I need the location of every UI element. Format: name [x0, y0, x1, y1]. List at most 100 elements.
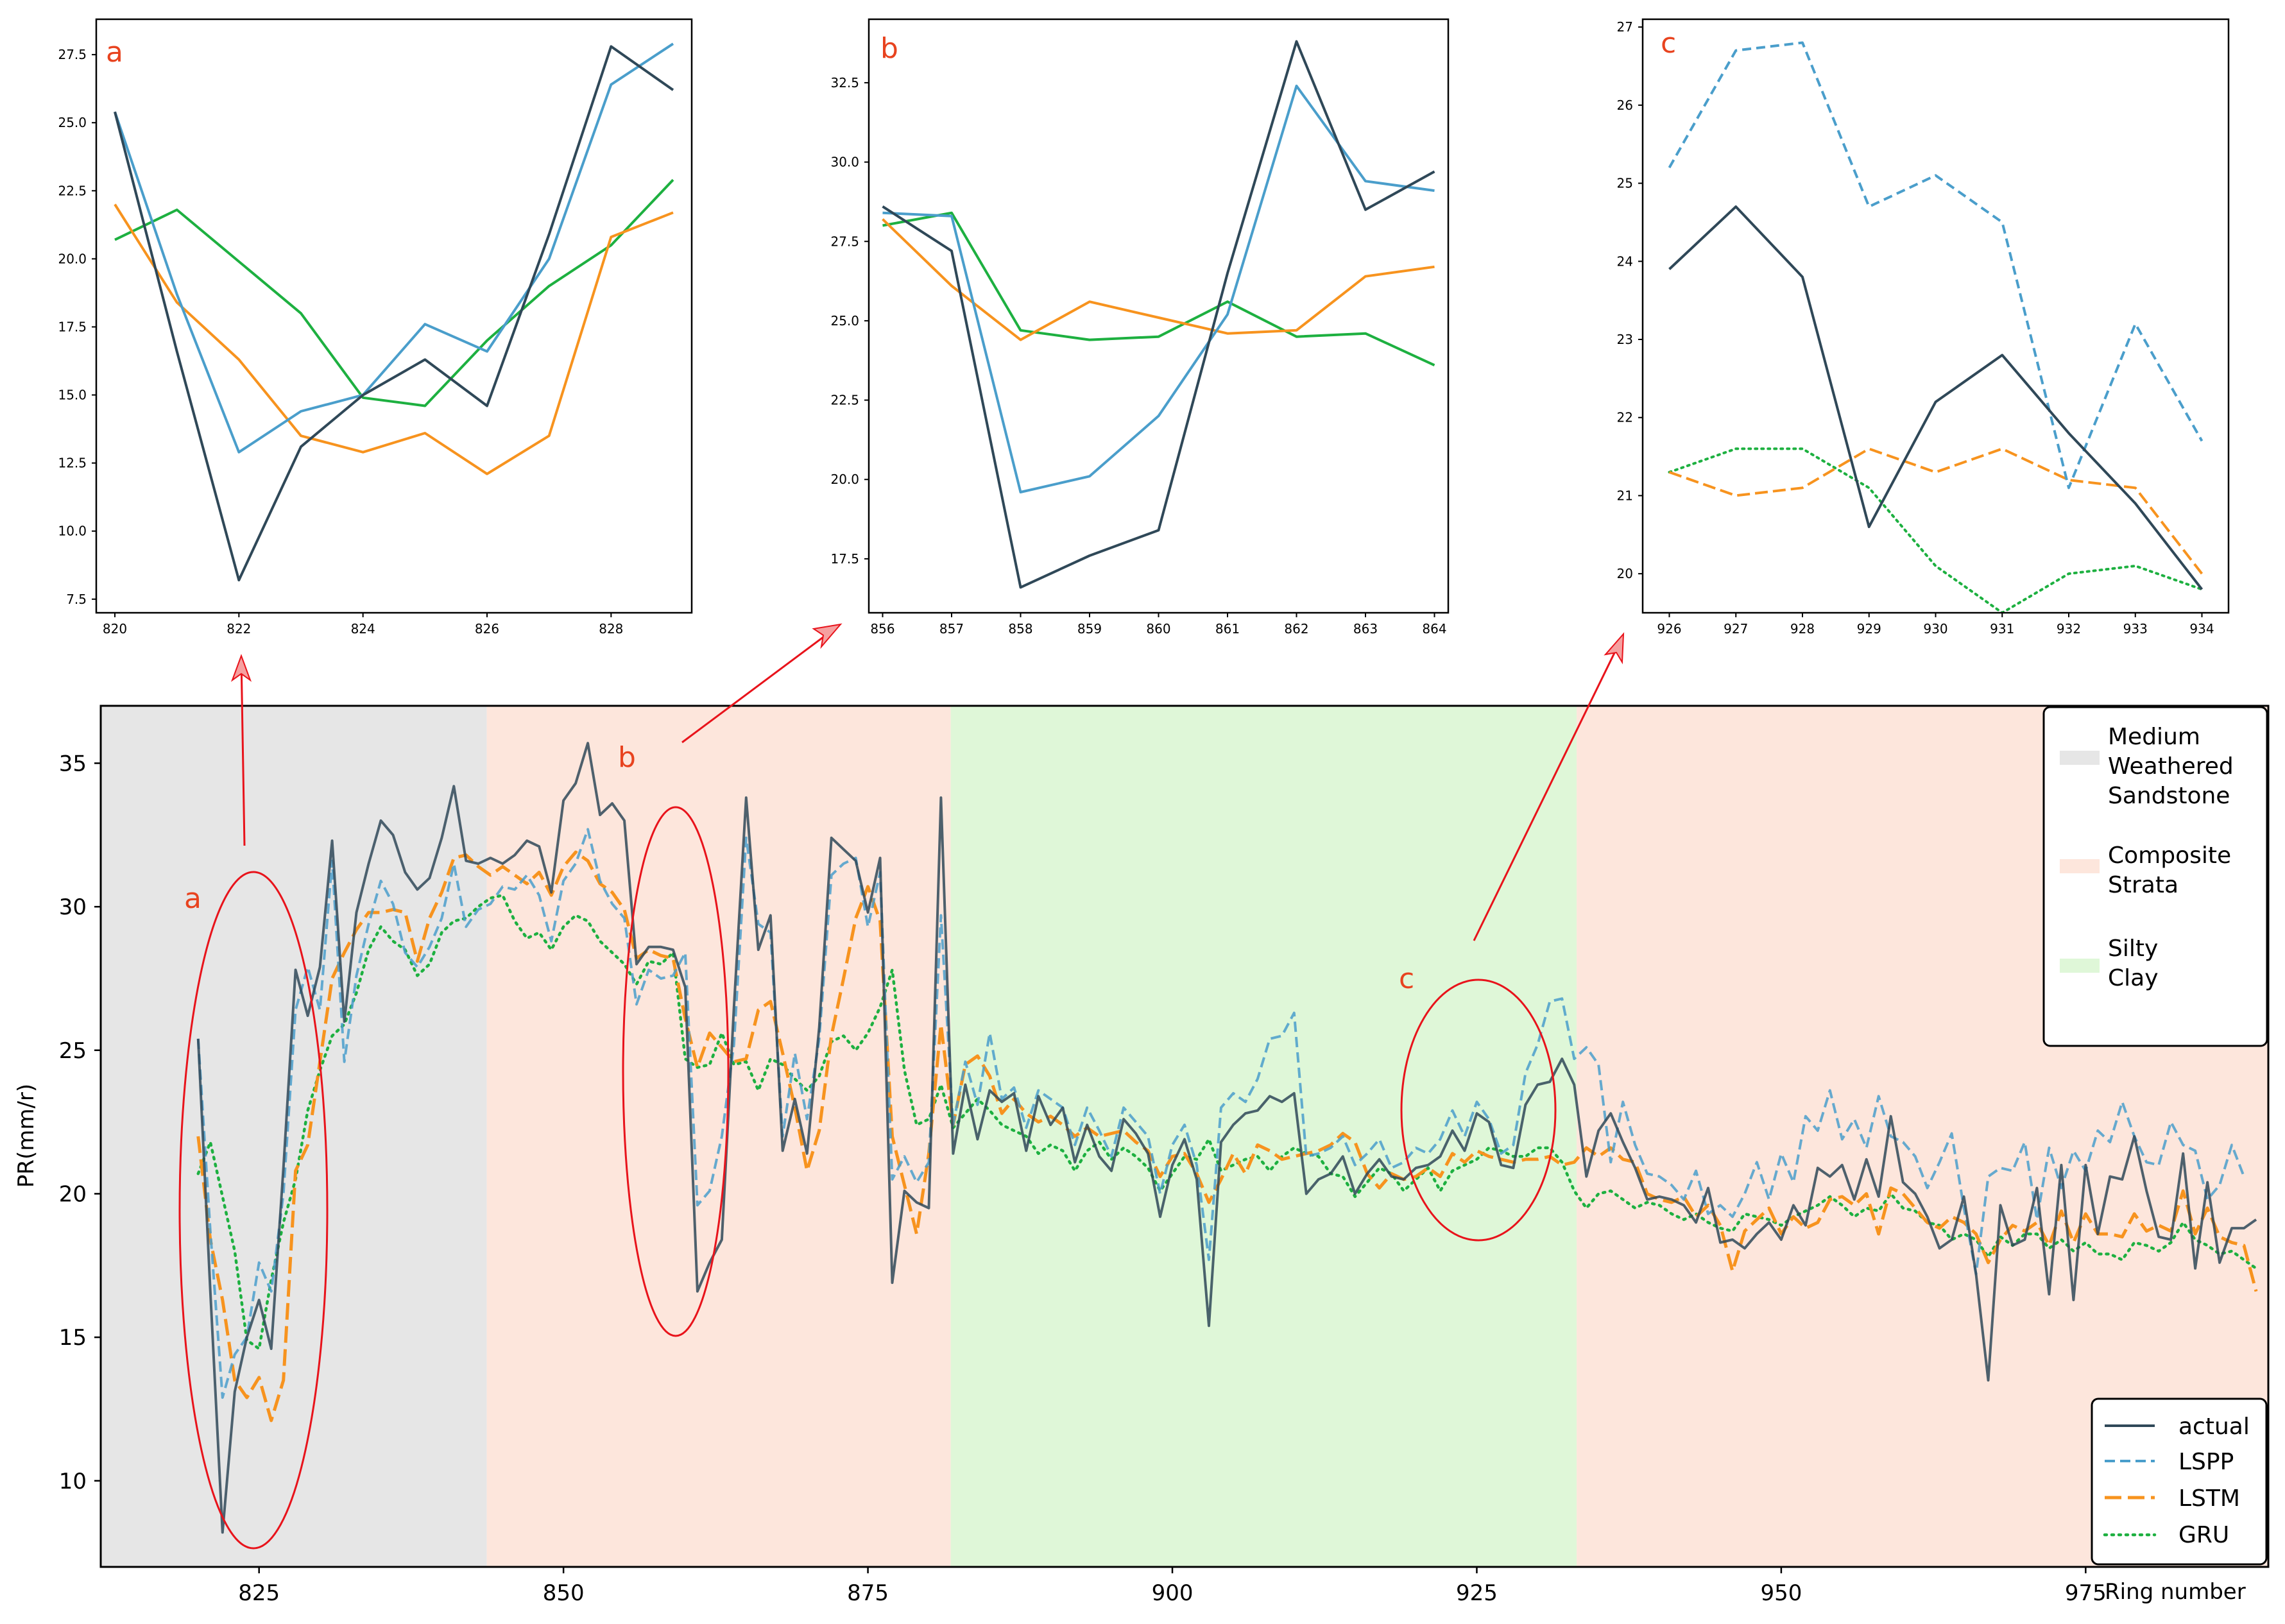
main-y-tick-label-10: 10: [59, 1469, 87, 1494]
subplot-c-label: c: [1661, 27, 1676, 60]
subplot-a-series-actual: [114, 45, 674, 582]
main-regions: [101, 706, 2268, 1567]
region-band-medium-weathered-sandstone-0: [101, 706, 487, 1567]
subplot-c-x-ticks: 926 927 928 929 930 931 932 933 934: [1657, 613, 2214, 637]
region-legend-label-sandstone-1: Medium: [2108, 724, 2200, 750]
subplot-c-y-tick-label-25: 25: [1617, 176, 1633, 191]
region-legend-label-composite-1: Composite: [2108, 842, 2231, 869]
annotation-ellipse-b: [622, 806, 730, 1337]
subplot-a: 820 822 824 826 828 7.5 10.0 12.5 15.0 17.5 20.0 2…: [58, 18, 693, 637]
subplot-a-y-tick-label-12.5: 12.5: [58, 456, 87, 471]
annotation-arrowhead-a: [230, 654, 252, 682]
subplot-a-x-tick-label-828: 828: [599, 621, 623, 637]
subplot-a-label: a: [106, 36, 123, 69]
subplot-b-y-tick-label-27.5: 27.5: [830, 234, 859, 249]
main-y-ticks: 10 15 20 25 30 35: [59, 751, 101, 1494]
subplot-b-x-tick-label-863: 863: [1353, 621, 1378, 637]
subplot-b-x-tick-label-856: 856: [870, 621, 894, 637]
subplot-a-x-ticks: 820 822 824 826 828: [103, 613, 623, 637]
subplot-c-y-tick-label-23: 23: [1617, 332, 1633, 347]
subplot-b-label: b: [880, 32, 898, 65]
subplot-a-y-tick-label-25.0: 25.0: [58, 115, 87, 130]
subplot-b-y-tick-label-22.5: 22.5: [830, 393, 859, 408]
annotations: a b c: [178, 623, 1625, 1550]
main-y-tick-label-15: 15: [59, 1325, 87, 1351]
main-x-tick-label-975: 975: [2065, 1580, 2107, 1606]
main-y-tick-label-35: 35: [59, 751, 87, 776]
subplot-b-x-tick-label-861: 861: [1215, 621, 1240, 637]
subplot-c-x-tick-label-927: 927: [1724, 621, 1748, 637]
main-y-tick-label-25: 25: [59, 1038, 87, 1064]
subplot-a-y-tick-label-27.5: 27.5: [58, 47, 87, 62]
main-y-tick-label-30: 30: [59, 894, 87, 920]
subplot-a-y-tick-label-17.5: 17.5: [58, 319, 87, 334]
subplot-b-x-ticks: 856 857 858 859 860 861 862 863 864: [870, 613, 1447, 637]
region-band-composite-strata-1: [486, 706, 951, 1567]
subplot-c-y-tick-label-27: 27: [1617, 19, 1633, 35]
subplot-a-y-tick-label-10.0: 10.0: [58, 524, 87, 539]
subplot-b-x-tick-label-864: 864: [1422, 621, 1446, 637]
main-x-tick-label-900: 900: [1152, 1580, 1194, 1606]
subplot-c-series-gru: [1668, 447, 2204, 613]
subplot-c-series-lstm: [1668, 447, 2204, 575]
subplot-c-y-tick-label-20: 20: [1617, 566, 1633, 581]
subplot-c-x-tick-label-930: 930: [1923, 621, 1947, 637]
subplot-c-frame: [1641, 18, 2230, 614]
subplot-b-y-tick-label-25.0: 25.0: [830, 313, 859, 329]
subplot-c-y-ticks: 20 21 22 23 24 25 26 27: [1617, 19, 1643, 581]
subplot-a-series-lstm: [114, 203, 674, 475]
subplot-a-y-tick-label-22.5: 22.5: [58, 183, 87, 198]
subplot-c-x-tick-label-928: 928: [1790, 621, 1815, 637]
series-legend: actual LSPP LSTM GRU: [2091, 1397, 2268, 1566]
subplot-c: 926 927 928 929 930 931 932 933 934 20 21 22 23 24 25…: [1617, 18, 2230, 637]
subplot-a-x-tick-label-824: 824: [351, 621, 375, 637]
subplot-c-x-tick-label-926: 926: [1657, 621, 1681, 637]
main-x-tick-label-850: 850: [543, 1580, 585, 1606]
subplot-b-series-lspp: [882, 84, 1435, 493]
subplot-b-x-tick-label-859: 859: [1077, 621, 1102, 637]
subplot-b-y-tick-label-17.5: 17.5: [830, 551, 859, 567]
main-plot: 825 850 875 900 925 950 975 10 15 20 25 30 35 PR(mm…: [13, 623, 2270, 1606]
series-legend-label-lstm: LSTM: [2178, 1485, 2240, 1512]
series-legend-label-actual: actual: [2178, 1414, 2250, 1440]
region-legend: Medium Weathered Sandstone Composite Str…: [2042, 706, 2268, 1047]
region-legend-swatch-silty-clay: [2060, 959, 2100, 973]
main-frame: [99, 705, 2270, 1568]
subplot-c-x-tick-label-934: 934: [2189, 621, 2214, 637]
subplot-a-x-tick-label-826: 826: [475, 621, 499, 637]
subplot-a-y-ticks: 7.5 10.0 12.5 15.0 17.5 20.0 22.5 25.0 27.5: [58, 47, 96, 607]
subplot-a-series-lspp: [114, 42, 674, 454]
main-y-tick-label-20: 20: [59, 1181, 87, 1207]
subplot-b-frame: [868, 18, 1450, 614]
annotation-label-a: a: [184, 882, 201, 915]
subplot-a-x-tick-label-822: 822: [227, 621, 251, 637]
main-x-tick-label-950: 950: [1760, 1580, 1802, 1606]
main-series-actual: [196, 742, 2257, 1534]
main-x-axis-label: Ring number: [2105, 1579, 2246, 1605]
main-x-tick-label-875: 875: [847, 1580, 889, 1606]
subplot-b-y-ticks: 17.5 20.0 22.5 25.0 27.5 30.0 32.5: [830, 75, 869, 567]
subplot-a-series-gru: [114, 178, 674, 407]
region-legend-swatch-sandstone: [2060, 751, 2100, 765]
annotation-arrow-a: [240, 657, 246, 846]
subplot-b-y-tick-label-32.5: 32.5: [830, 75, 859, 90]
subplot-b-series-gru: [882, 211, 1435, 367]
subplot-c-y-tick-label-26: 26: [1617, 98, 1633, 113]
main-x-ticks: 825 850 875 900 925 950 975: [238, 1567, 2107, 1606]
subplot-b-series: [882, 40, 1435, 589]
subplot-b-x-tick-label-858: 858: [1008, 621, 1032, 637]
subplot-a-x-tick-label-820: 820: [103, 621, 127, 637]
subplot-b-series-actual: [882, 40, 1435, 589]
annotation-arrowhead-b: [812, 623, 843, 649]
region-legend-label-composite-2: Strata: [2108, 872, 2178, 898]
annotation-ellipse-a: [178, 871, 329, 1550]
subplot-b-x-tick-label-857: 857: [939, 621, 964, 637]
subplot-c-x-tick-label-933: 933: [2123, 621, 2148, 637]
subplot-a-y-tick-label-7.5: 7.5: [66, 592, 87, 607]
subplot-c-y-tick-label-21: 21: [1617, 488, 1633, 503]
subplot-b: 856 857 858 859 860 861 862 863 864 17.5 20.0 22.5…: [830, 18, 1450, 637]
main-series-lstm: [196, 850, 2258, 1423]
region-legend-label-silty-clay-2: Clay: [2108, 965, 2159, 991]
region-legend-label-silty-clay-1: Silty: [2108, 936, 2158, 962]
subplot-b-x-tick-label-862: 862: [1284, 621, 1308, 637]
